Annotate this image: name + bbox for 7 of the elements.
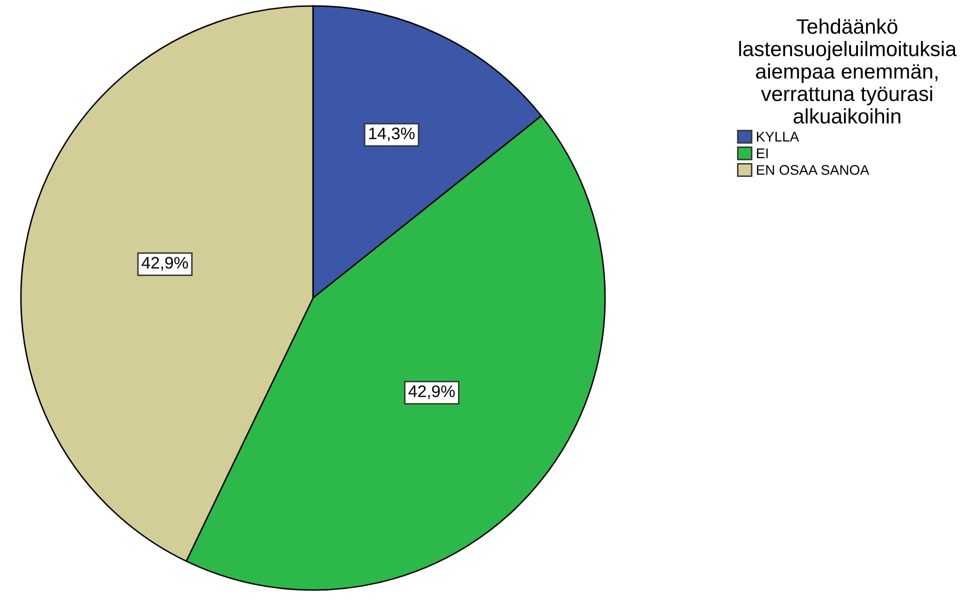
legend-label: EN OSAA SANOA: [756, 165, 870, 175]
data-label: 14,3%: [369, 128, 415, 142]
legend-label: KYLLA: [756, 132, 800, 142]
legend-title: Tehdäänkö lastensuojeluilmoituksia aiempaa enemmän, verrattuna työurasi alkuaikoihin: [739, 18, 957, 124]
data-label: 42,9%: [142, 256, 188, 271]
legend-label: EI: [756, 148, 768, 158]
data-label: 42,9%: [408, 385, 455, 400]
